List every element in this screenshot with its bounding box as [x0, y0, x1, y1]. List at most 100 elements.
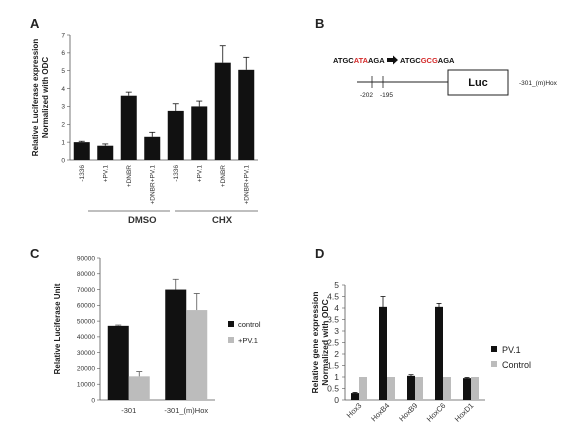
panel-a-y-tick-label: 3 — [61, 104, 65, 111]
panel-c-y-tick-label: 40000 — [77, 334, 95, 341]
panel-b-diagram: ATGCATAAGA ATGCGCGAGA -202 -195 Luc -301… — [333, 55, 558, 99]
luc-box — [447, 69, 509, 96]
panel-d-x-tick-label: HoxB9 — [397, 401, 419, 423]
panel-d-legend-label: PV.1 — [502, 345, 521, 355]
panel-d-chart: 00.5 11.5 22.5 33.5 44.5 5 Hox3 HoxB4 HoxB9 HoxC6… — [310, 280, 531, 424]
panel-a-y-tick-label: 0 — [61, 157, 65, 164]
panel-c-y-tick-label: 20000 — [77, 366, 95, 373]
panel-d-bar — [463, 378, 471, 400]
panel-a-y-tick-label: 4 — [61, 86, 65, 93]
panel-d-bar — [443, 377, 451, 400]
panel-d-y-tick-label: 1.5 — [327, 361, 339, 371]
panel-a-y-tick-label: 7 — [61, 32, 65, 39]
panel-d-y-tick-label: 3.5 — [327, 315, 339, 325]
panel-c-x-tick-label: -301 — [121, 406, 136, 415]
position-label-2: -195 — [380, 92, 393, 99]
panel-a-y-tick-label: 6 — [61, 50, 65, 57]
panel-c-y-tick-label: 90000 — [77, 255, 95, 262]
construct-label: -301_(m)Hox — [519, 80, 558, 87]
panel-d-bar — [471, 377, 479, 400]
panel-d-y-tick-label: 2.5 — [327, 338, 339, 348]
panel-d-bar — [415, 377, 423, 400]
panel-d-y-tick-label: 0.5 — [327, 384, 339, 394]
seq-part-2: ATA — [354, 56, 369, 65]
panel-a-bar — [144, 136, 161, 160]
panel-d-x-tick-label: Hox3 — [345, 401, 364, 420]
panel-a-x-tick-label: -1336 — [173, 165, 180, 182]
panel-a-chart: 0 1 2 3 4 5 6 7 -1336 +PV.1 +DNBR +DNBR+PV.1 -1336 +P… — [31, 32, 258, 212]
panel-d-bar — [387, 377, 395, 400]
panel-b-sequence-mutant: ATGCGCGAGA — [400, 56, 455, 65]
panel-c-legend-swatch — [228, 321, 234, 327]
panel-d-x-tick-label: HoxB4 — [369, 401, 391, 423]
panel-d-letter: D — [315, 246, 324, 261]
panel-c-y-tick-label: 10000 — [77, 382, 95, 389]
panel-b-letter: B — [315, 16, 324, 31]
panel-a-x-tick-label: -1336 — [79, 165, 86, 182]
panel-c-y-tick-label: 70000 — [77, 287, 95, 294]
panel-a-x-tick-label: +DNBR+PV.1 — [243, 165, 250, 205]
panel-a-bar — [73, 142, 90, 160]
panel-a-y-axis-title-line-2: Normalized with ODC — [41, 57, 50, 139]
panel-a-bar — [214, 62, 231, 160]
panel-d-x-tick-label: HoxD1 — [453, 401, 476, 424]
seq-part-3: AGA — [368, 56, 385, 65]
panel-c-y-tick-label: 30000 — [77, 350, 95, 357]
panel-c-legend-label: control — [238, 320, 261, 329]
panel-a-letter: A — [30, 16, 40, 31]
panel-c-bar — [128, 376, 150, 400]
panel-d-y-tick-label: 4 — [334, 303, 339, 313]
panel-d-bar — [359, 377, 367, 400]
panel-d-y-tick-label: 2 — [334, 349, 339, 359]
panel-d-y-tick-label: 5 — [334, 280, 339, 290]
panel-a-x-tick-label: +DNBR — [126, 165, 133, 188]
seq-part-6: AGA — [438, 56, 455, 65]
position-label-1: -202 — [360, 92, 373, 99]
seq-part-5: GCG — [421, 56, 438, 65]
panel-d-legend-swatch — [491, 361, 497, 367]
panel-c-legend-swatch — [228, 337, 234, 343]
panel-a-y-tick-label: 2 — [61, 122, 65, 129]
panel-a-x-tick-label: +DNBR+PV.1 — [149, 165, 156, 205]
panel-d-bar — [379, 306, 387, 400]
seq-part-4: ATGC — [400, 56, 421, 65]
panel-a-x-tick-label: +PV.1 — [102, 165, 109, 183]
panel-d-bar — [407, 375, 415, 400]
panel-c-y-tick-label: 80000 — [77, 271, 95, 278]
panel-d-y-tick-label: 4.5 — [327, 292, 339, 302]
mutation-arrow-icon — [387, 55, 398, 65]
panel-c-x-tick-label: -301_(m)Hox — [164, 406, 208, 415]
panel-c-bar — [186, 310, 208, 400]
panel-a-group-label-dmso: DMSO — [128, 215, 157, 226]
panel-c-chart: 0 10000 20000 30000 40000 50000 60000 70000 8000… — [53, 255, 261, 415]
panel-c-legend-label: +PV.1 — [238, 336, 258, 345]
panel-c-bar — [165, 289, 187, 400]
panel-c-bar — [107, 325, 129, 400]
panel-c-y-axis-title: Relative Luciferase Unit — [53, 283, 62, 374]
panel-a-y-axis-title-line-1: Relative Luciferase expression — [31, 39, 40, 157]
panel-d-bar — [435, 306, 443, 400]
panel-c-y-tick-label: 0 — [91, 397, 95, 404]
panel-d-legend-label: Control — [502, 360, 531, 370]
luc-label: Luc — [468, 77, 488, 89]
seq-part-1: ATGC — [333, 56, 354, 65]
panel-b-sequence: ATGCATAAGA — [333, 56, 385, 65]
panel-a-x-tick-label: +PV.1 — [196, 165, 203, 183]
panel-d-y-tick-label: 3 — [334, 326, 339, 336]
panel-a-bar — [167, 110, 184, 160]
panel-d-x-tick-label: HoxC6 — [425, 401, 448, 424]
panel-a-bar — [238, 69, 255, 160]
panel-a-y-tick-label: 1 — [61, 139, 65, 146]
panel-d-y-tick-label: 1 — [334, 372, 339, 382]
panel-a-group-label-chx: CHX — [212, 215, 233, 226]
panel-c-y-tick-label: 50000 — [77, 318, 95, 325]
panel-a-bar — [191, 106, 208, 160]
panel-a-x-tick-label: +DNBR — [220, 165, 227, 188]
panel-d-y-axis-title-line-1: Relative gene expression — [310, 291, 320, 393]
panel-a-bar — [120, 95, 137, 160]
panel-c-letter: C — [30, 246, 40, 261]
panel-a-y-tick-label: 5 — [61, 68, 65, 75]
panel-a-bar — [97, 145, 114, 160]
panel-d-bar — [351, 393, 359, 400]
